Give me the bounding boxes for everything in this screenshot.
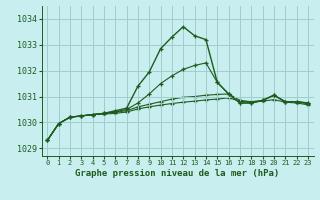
X-axis label: Graphe pression niveau de la mer (hPa): Graphe pression niveau de la mer (hPa): [76, 169, 280, 178]
